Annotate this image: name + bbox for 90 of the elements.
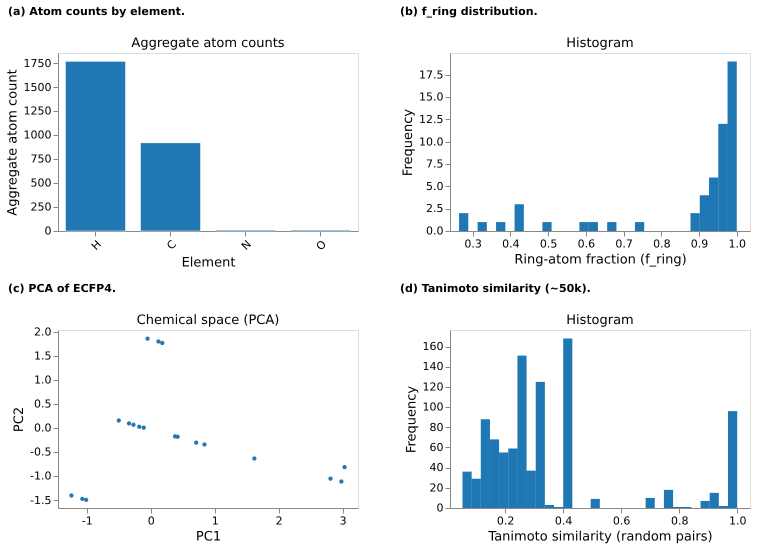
y-tick-label: 160 [422, 340, 444, 354]
point [342, 464, 347, 470]
y-axis-title: Aggregate atom count [6, 69, 21, 216]
y-tick-label: 0.0 [34, 422, 52, 435]
y-tick-label: 1000 [24, 128, 52, 142]
y-tick-label: 60 [430, 440, 444, 454]
x-axis-title: Element [182, 255, 236, 270]
x-tick-label: 2 [276, 514, 283, 528]
y-tick-label: 250 [30, 200, 52, 214]
x-axis-title: PC1 [196, 530, 222, 544]
chart-title: (c) PCA of ECFP4. [8, 282, 116, 295]
point [194, 440, 198, 445]
y-tick-label: 0.5 [34, 398, 52, 411]
y-tick-label: 0 [44, 224, 52, 238]
x-tick-label: O [314, 238, 330, 254]
y-tick-label: 1250 [24, 104, 52, 118]
y-axis-title: Frequency [401, 108, 416, 176]
chart-subtitle: Histogram [566, 36, 634, 51]
point [80, 496, 84, 501]
point [202, 442, 207, 447]
point [339, 479, 344, 484]
point [137, 424, 142, 429]
x-tick-label: 0.3 [464, 238, 482, 250]
point [142, 426, 146, 430]
point [69, 493, 74, 498]
y-tick-label: 7.5 [426, 158, 444, 171]
chart-subtitle: Chemical space (PCA) [136, 313, 280, 328]
y-tick-label: 5.0 [426, 180, 444, 193]
y-tick-label: -1.0 [30, 470, 52, 483]
y-axis-title: PC2 [12, 406, 28, 432]
point [126, 421, 132, 426]
x-tick-label: 0 [148, 514, 155, 528]
x-tick-label: 1.0 [728, 514, 746, 528]
y-tick-label: 10.0 [419, 135, 444, 148]
y-tick-label: 2.5 [426, 202, 444, 216]
x-tick-label: 0.5 [540, 238, 558, 250]
bar [140, 142, 201, 232]
x-tick-label: -1 [82, 514, 93, 528]
y-tick-label: 1.0 [34, 374, 52, 387]
y-tick-label: 750 [30, 152, 52, 166]
y-tick-label: 500 [30, 176, 52, 190]
x-tick-label: 0.4 [554, 514, 572, 528]
y-tick-label: 40 [430, 461, 444, 474]
chart-subtitle: Histogram [566, 313, 634, 328]
point [252, 456, 256, 461]
y-tick-label: 120 [422, 380, 444, 394]
bar [65, 61, 126, 232]
x-tick-label: 1 [212, 514, 219, 528]
y-tick-label: 20 [430, 481, 444, 494]
chart-title: (a) Atom counts by element. [8, 5, 186, 18]
x-tick-label: C [164, 238, 180, 252]
y-tick-label: 1.5 [34, 349, 52, 362]
x-tick-label: 0.7 [615, 238, 633, 250]
x-axis-title: Tanimoto similarity (random pairs) [487, 530, 713, 544]
x-tick-label: 0.6 [578, 238, 596, 250]
x-tick-label: 0.8 [670, 514, 688, 528]
x-tick-label: 1.0 [728, 238, 746, 250]
point [84, 498, 88, 502]
point [145, 336, 150, 341]
x-tick-label: 0.4 [502, 238, 520, 250]
x-tick-label: 0.2 [496, 514, 514, 528]
y-tick-label: 12.5 [419, 112, 444, 126]
x-tick-label: 0.6 [612, 514, 630, 528]
point [131, 422, 136, 427]
point [160, 340, 164, 346]
y-tick-label: 80 [430, 420, 444, 434]
chart-title: (d) Tanimoto similarity (~50k). [400, 282, 591, 295]
chart-subtitle: Aggregate atom counts [131, 36, 285, 51]
y-tick-label: 1500 [24, 80, 52, 94]
point [156, 339, 161, 344]
y-tick-label: 1750 [24, 56, 52, 70]
y-tick-label: -1.5 [30, 494, 52, 507]
y-tick-label: 17.5 [419, 68, 444, 82]
y-tick-label: 0.0 [426, 224, 444, 238]
y-tick-label: 100 [422, 400, 444, 414]
x-axis-title: Ring-atom fraction (f_ring) [514, 252, 687, 268]
point [328, 476, 333, 481]
y-tick-label: 15.0 [419, 90, 444, 104]
x-tick-label: H [88, 238, 104, 253]
y-axis-title: Frequency [404, 386, 420, 454]
x-tick-label: 3 [340, 514, 347, 528]
point [116, 418, 121, 423]
x-tick-label: 0.8 [653, 238, 671, 250]
y-tick-label: 2.0 [34, 325, 52, 338]
x-tick-label: N [238, 238, 254, 253]
y-tick-label: 0 [436, 502, 444, 514]
chart-title: (b) f_ring distribution. [400, 5, 538, 18]
x-tick-label: 0.9 [690, 238, 708, 250]
y-tick-label: 140 [422, 360, 444, 374]
y-tick-label: -0.5 [30, 446, 52, 459]
